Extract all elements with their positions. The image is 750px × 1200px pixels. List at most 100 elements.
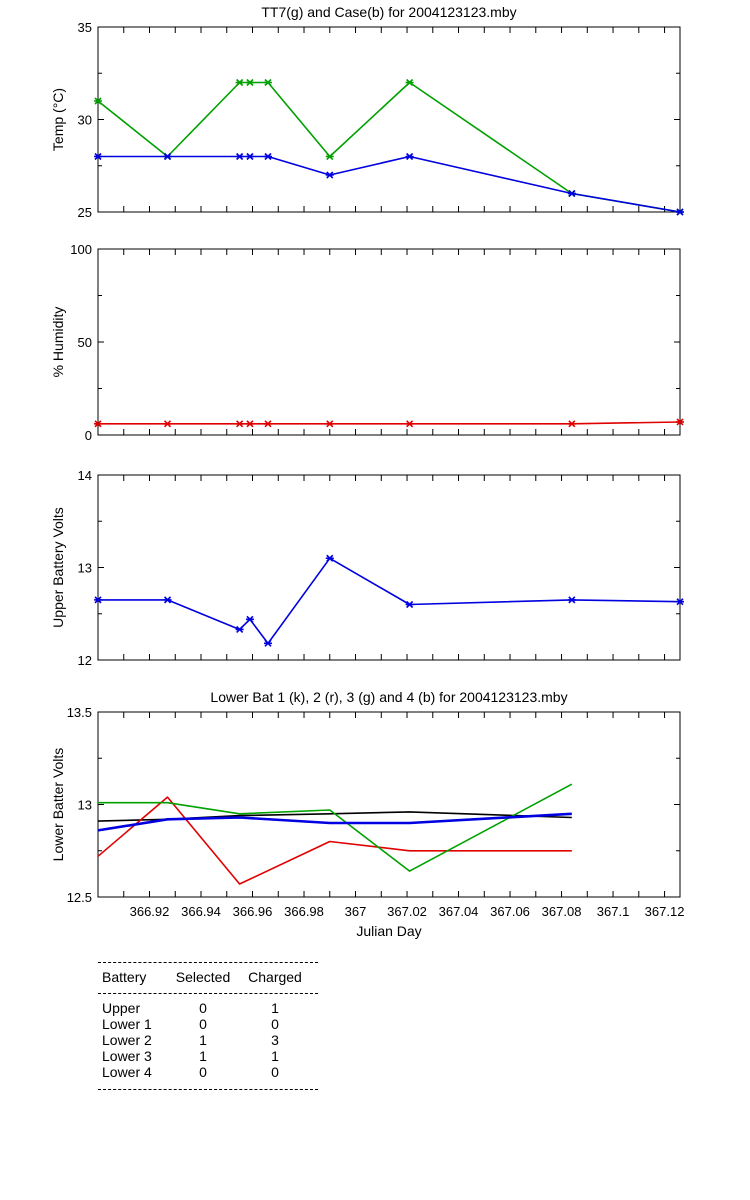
data-point bbox=[676, 208, 684, 216]
data-point bbox=[567, 420, 576, 428]
y-tick-label: 12 bbox=[78, 653, 92, 668]
x-tick-label: 366.94 bbox=[181, 904, 221, 919]
x-axis-label: Julian Day bbox=[356, 923, 421, 939]
y-tick-label: 14 bbox=[78, 468, 92, 483]
y-tick-label: 35 bbox=[78, 20, 92, 35]
data-point bbox=[163, 420, 172, 428]
data-point bbox=[405, 152, 414, 161]
table-header-row: Battery Selected Charged bbox=[98, 963, 318, 993]
table-row: Lower 4 0 0 bbox=[98, 1064, 318, 1080]
data-point bbox=[405, 78, 414, 87]
data-point bbox=[245, 152, 254, 161]
data-point bbox=[263, 639, 272, 647]
data-point bbox=[325, 152, 334, 161]
x-tick-label: 366.96 bbox=[233, 904, 273, 919]
y-tick-label: 13.5 bbox=[67, 705, 92, 720]
battery-status-table: Battery Selected Charged Upper 0 1 Lower… bbox=[98, 962, 318, 1090]
x-tick-label: 367 bbox=[345, 904, 367, 919]
plot-frame bbox=[97, 248, 681, 436]
y-tick-label: 25 bbox=[78, 205, 92, 220]
table-row: Upper 0 1 bbox=[98, 1000, 318, 1016]
chart-title: TT7(g) and Case(b) for 2004123123.mby bbox=[261, 4, 516, 20]
data-point bbox=[263, 78, 272, 87]
table-row: Lower 3 1 1 bbox=[98, 1048, 318, 1064]
x-tick-label: 367.1 bbox=[597, 904, 630, 919]
series-line bbox=[97, 81, 681, 213]
series-line bbox=[97, 796, 572, 885]
header-charged: Charged bbox=[248, 969, 302, 985]
data-point bbox=[245, 78, 254, 87]
y-axis-label: Upper Battery Volts bbox=[50, 507, 66, 628]
series-line bbox=[97, 811, 572, 822]
header-selected: Selected bbox=[175, 969, 231, 985]
cell-charged: 1 bbox=[271, 1000, 279, 1016]
data-point bbox=[94, 596, 102, 604]
data-point bbox=[94, 97, 102, 105]
y-tick-label: 12.5 bbox=[67, 890, 92, 905]
chart-panel: 25 30 35 TT7(g) and Case(b) for 2004123123.… bbox=[50, 4, 684, 220]
plot-frame bbox=[97, 26, 681, 213]
data-point bbox=[263, 152, 272, 161]
data-point bbox=[405, 600, 414, 609]
cell-selected: 0 bbox=[199, 1064, 207, 1080]
series-line bbox=[97, 812, 572, 832]
y-axis-label: % Humidity bbox=[50, 307, 66, 378]
plot-frame bbox=[97, 474, 681, 661]
table-row: Lower 1 0 0 bbox=[98, 1016, 318, 1032]
cell-battery: Lower 2 bbox=[102, 1032, 152, 1048]
charts-canvas: 25 30 35 TT7(g) and Case(b) for 2004123123.… bbox=[50, 4, 685, 939]
cell-battery: Lower 4 bbox=[102, 1064, 152, 1080]
table-row: Lower 2 1 3 bbox=[98, 1032, 318, 1048]
table-divider bbox=[98, 993, 318, 994]
data-point bbox=[567, 596, 576, 604]
series-line bbox=[98, 783, 573, 872]
y-tick-label: 100 bbox=[70, 242, 92, 257]
y-axis-label: Lower Batter Volts bbox=[50, 748, 66, 862]
cell-charged: 3 bbox=[271, 1032, 279, 1048]
y-tick-label: 30 bbox=[78, 113, 92, 128]
data-point bbox=[245, 420, 254, 428]
data-point bbox=[163, 596, 172, 604]
plot-frame bbox=[97, 711, 681, 898]
cell-charged: 1 bbox=[271, 1048, 279, 1064]
series-line bbox=[98, 557, 681, 645]
series-line bbox=[98, 155, 681, 213]
data-point bbox=[325, 171, 334, 179]
cell-battery: Lower 1 bbox=[102, 1016, 152, 1032]
y-tick-label: 13 bbox=[78, 798, 92, 813]
data-point bbox=[263, 420, 272, 428]
y-tick-label: 0 bbox=[85, 428, 92, 443]
y-tick-label: 13 bbox=[78, 561, 92, 576]
data-point bbox=[94, 152, 102, 161]
cell-selected: 0 bbox=[199, 1016, 207, 1032]
chart-panel: 0 50 100 % Humidity bbox=[50, 242, 684, 443]
cell-battery: Upper bbox=[102, 1000, 141, 1016]
data-point bbox=[676, 418, 684, 426]
data-point bbox=[235, 78, 244, 87]
data-point bbox=[405, 420, 414, 428]
y-axis-label: Temp (°C) bbox=[50, 88, 66, 151]
data-point bbox=[235, 625, 244, 634]
cell-battery: Lower 3 bbox=[102, 1048, 152, 1064]
cell-charged: 0 bbox=[271, 1064, 279, 1080]
cell-selected: 0 bbox=[199, 1000, 207, 1016]
data-point bbox=[163, 152, 172, 161]
chart-panel: 12 13 14 Upper Battery Volts bbox=[50, 468, 684, 668]
data-point bbox=[235, 420, 244, 428]
x-tick-label: 367.02 bbox=[387, 904, 427, 919]
data-point bbox=[676, 598, 684, 606]
x-tick-label: 366.98 bbox=[284, 904, 324, 919]
x-tick-label: 367.06 bbox=[490, 904, 530, 919]
data-point bbox=[325, 420, 334, 428]
x-tick-label: 367.12 bbox=[645, 904, 685, 919]
series-line bbox=[98, 421, 681, 425]
chart-title: Lower Bat 1 (k), 2 (r), 3 (g) and 4 (b) … bbox=[210, 689, 567, 705]
x-tick-label: 367.04 bbox=[439, 904, 479, 919]
data-point bbox=[245, 615, 254, 623]
data-point bbox=[567, 189, 576, 198]
cell-charged: 0 bbox=[271, 1016, 279, 1032]
header-battery: Battery bbox=[102, 969, 147, 985]
data-point bbox=[235, 152, 244, 161]
y-tick-label: 50 bbox=[78, 335, 92, 350]
x-tick-label: 367.08 bbox=[542, 904, 582, 919]
